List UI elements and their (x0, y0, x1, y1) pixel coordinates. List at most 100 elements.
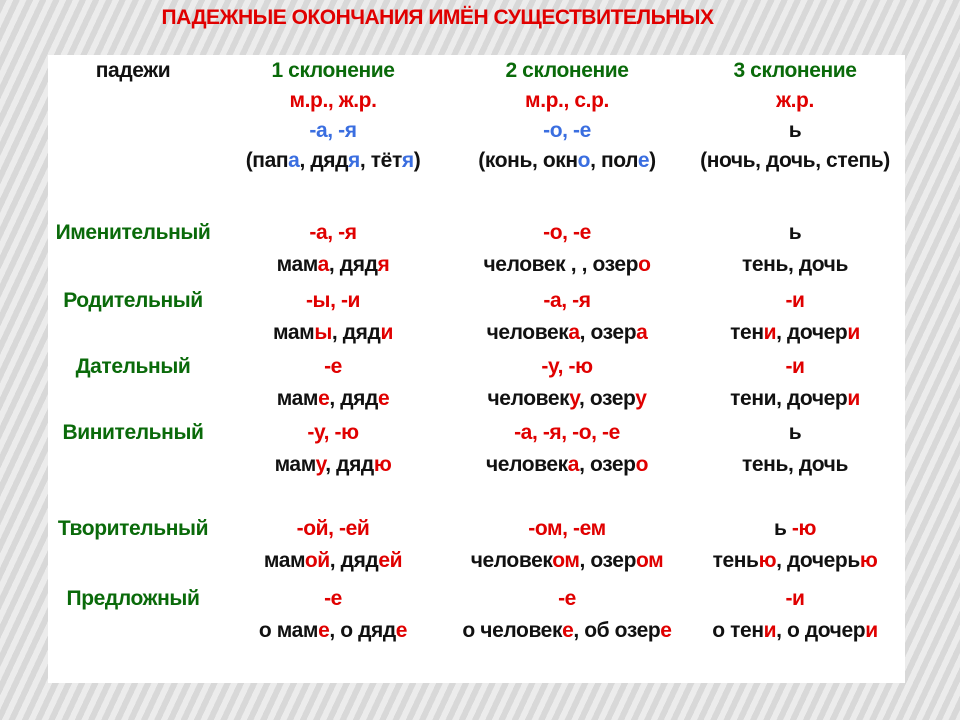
declension-header-line: м.р., ж.р. (289, 88, 376, 114)
text-segment: о (638, 253, 651, 276)
text-segment: -ой, -ей (296, 517, 370, 540)
text-segment: тень, дочь (742, 253, 848, 276)
text-segment: (ночь, дочь, степь) (700, 149, 890, 172)
text-segment: ю (373, 453, 392, 476)
ending-line: человека, озера (487, 320, 648, 346)
text-segment: , дочер (776, 321, 848, 344)
text-segment: человек , , озер (483, 253, 639, 276)
text-segment: я (377, 253, 390, 276)
text-segment: (конь, окн (478, 149, 578, 172)
text-segment: мам (274, 453, 316, 476)
text-segment: -а, -я (543, 289, 591, 312)
ending-line: -о, -е (543, 220, 591, 246)
text-segment: м.р., с.р. (525, 89, 609, 112)
text-segment: мам (276, 387, 319, 410)
declension-header-line: -а, -я (309, 118, 357, 144)
ending-line: мамой, дядей (263, 548, 403, 574)
text-segment: е (637, 149, 650, 172)
case-name: Творительный (57, 517, 209, 540)
text-segment: е (377, 387, 390, 410)
text-segment: у (569, 387, 579, 410)
ending-line: человеку, озеру (488, 386, 647, 412)
ending-line: -ы, -и (305, 288, 361, 314)
ending-line: маме, дяде (276, 386, 390, 412)
declension-header-line: м.р., с.р. (525, 88, 609, 114)
text-segment: тень, дочь (742, 453, 848, 476)
text-segment: , озер (579, 453, 636, 476)
text-segment: , дяд (329, 387, 378, 410)
text-segment: -у, -ю (541, 355, 593, 378)
text-segment: ей (378, 549, 403, 572)
text-segment: -ю (791, 517, 817, 540)
text-segment: я (348, 149, 360, 172)
text-segment: у (635, 387, 647, 410)
ending-line: -а, -я (309, 220, 357, 246)
text-segment: человек (486, 321, 569, 344)
text-segment: тени, дочер (730, 387, 848, 410)
text-segment: -а, -я (309, 119, 357, 142)
text-segment: человек (487, 387, 570, 410)
text-segment: 2 склонение (505, 59, 629, 82)
text-segment: о (577, 149, 591, 172)
text-segment: е (660, 619, 672, 642)
text-segment: и (380, 321, 393, 344)
text-segment: и (763, 321, 777, 344)
text-segment: ь (788, 119, 802, 142)
declension-header-line: 3 склонение (733, 58, 856, 84)
ending-line: -и (785, 586, 805, 612)
text-segment: -ом, -ем (528, 517, 606, 540)
ending-line: ь (789, 220, 802, 246)
text-segment: , об озер (573, 619, 661, 642)
text-segment: , дяд (329, 549, 379, 572)
ending-line: тень, дочь (742, 452, 848, 478)
ending-line: о маме, о дяде (259, 618, 408, 644)
text-segment: а (288, 149, 300, 172)
text-segment: , пол (590, 149, 638, 172)
ending-line: тень, дочь (742, 252, 848, 278)
ending-line: человек , , озеро (483, 252, 650, 278)
text-segment: -ы, -и (305, 289, 361, 312)
ending-line: -е (324, 586, 342, 612)
text-segment: у (315, 453, 326, 476)
text-segment: мам (263, 549, 305, 572)
text-segment: и (763, 619, 777, 642)
text-segment: , дяд (331, 321, 381, 344)
text-segment: ) (413, 149, 421, 172)
text-segment: , озер (579, 549, 637, 572)
text-segment: ы (314, 321, 332, 344)
text-segment: , озер (579, 387, 636, 410)
text-segment: , озер (579, 321, 637, 344)
text-segment: о тен (712, 619, 764, 642)
page-title: ПАДЕЖНЫЕ ОКОНЧАНИЯ ИМЁН СУЩЕСТВИТЕЛЬНЫХ (161, 6, 714, 29)
declension-header-line: ь (789, 118, 802, 144)
text-segment: человек (470, 549, 553, 572)
text-segment: , дяд (299, 149, 349, 172)
text-segment: ь (788, 221, 802, 244)
text-segment: мам (276, 253, 318, 276)
text-segment: а (568, 321, 580, 344)
ending-line: тени, дочери (730, 320, 860, 346)
text-segment: , о дочер (776, 619, 866, 642)
declension-header-line: (конь, окно, поле) (478, 148, 656, 174)
declension-header-line: -о, -е (543, 118, 591, 144)
declension-header-line: ж.р. (776, 88, 814, 114)
case-name: Винительный (62, 421, 204, 444)
text-segment: ой (304, 549, 330, 572)
ending-line: тенью, дочерью (713, 548, 878, 574)
text-segment: е (562, 619, 574, 642)
text-segment: о человек (462, 619, 563, 642)
text-segment: ю (859, 549, 878, 572)
case-name: Дательный (75, 355, 191, 378)
declension-header-line: (ночь, дочь, степь) (700, 148, 890, 174)
text-segment: -е (324, 355, 342, 378)
text-segment: -и (785, 289, 805, 312)
ending-line: о человеке, об озере (462, 618, 672, 644)
ending-line: ь (789, 420, 802, 446)
text-segment: -о, -е (543, 221, 591, 244)
text-segment: , дочерь (776, 549, 860, 572)
text-segment: человек (485, 453, 568, 476)
case-name: Предложный (66, 587, 200, 610)
text-segment: ю (758, 549, 777, 572)
cases-header: падежи (95, 59, 171, 82)
ending-line: -а, -я, -о, -е (514, 420, 620, 446)
